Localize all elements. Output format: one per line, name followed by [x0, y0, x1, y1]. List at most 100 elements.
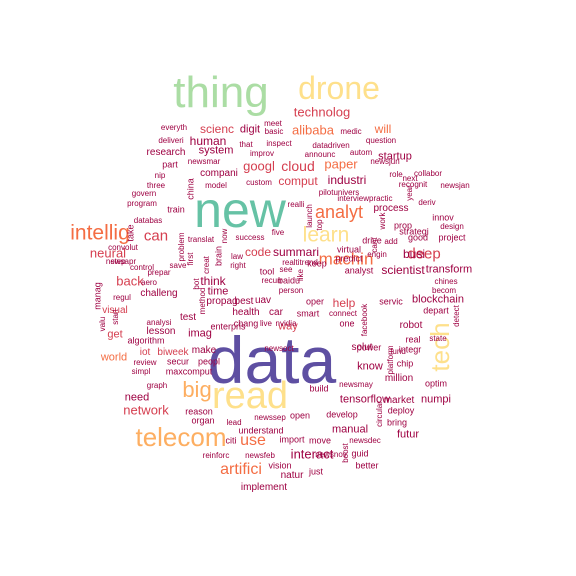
word-deep: deep	[407, 245, 441, 263]
word-just: just	[308, 466, 324, 477]
word-convolut: convolut	[108, 243, 138, 252]
word-interact: interact	[290, 446, 334, 462]
word-analyt: analyt	[314, 202, 364, 222]
word-know: know	[357, 360, 383, 373]
word-meet: meet	[264, 119, 282, 128]
word-process: process	[373, 203, 409, 214]
word-announc: announc	[304, 150, 336, 159]
word-googl: googl	[243, 158, 275, 174]
word-better: better	[355, 460, 379, 471]
word-brain: brain	[213, 245, 224, 267]
word-cloud: cloud	[281, 158, 315, 174]
word-power: power	[356, 342, 382, 353]
word-baidu: baidu	[277, 275, 301, 286]
word-autom: autom	[349, 148, 373, 157]
word-guid: guid	[351, 448, 369, 459]
word-tech: tech	[425, 322, 455, 372]
word-reinforc: reinforc	[202, 451, 230, 460]
word-develop: develop	[326, 409, 358, 420]
word-work: work	[378, 212, 387, 230]
word-natur: natur	[280, 470, 304, 481]
word-newsdec: newsdec	[349, 436, 381, 445]
word-step: step	[110, 257, 126, 266]
word-newsapr: newsapr	[105, 257, 137, 266]
word-train: train	[167, 204, 185, 215]
word-first: first	[186, 252, 195, 266]
word-design: design	[440, 222, 464, 231]
word-tensorflow: tensorflow	[339, 393, 391, 406]
word-million: million	[384, 373, 414, 384]
word-method: method	[198, 287, 207, 315]
word-intellig: intellig	[70, 221, 130, 245]
word-tool: tool	[259, 266, 275, 277]
word-like: like	[296, 268, 305, 282]
word-challeng: challeng	[140, 288, 178, 299]
word-test: test	[179, 312, 197, 323]
word-futur: futur	[396, 428, 420, 441]
word-platform: platform	[386, 345, 395, 375]
word-top: top	[315, 219, 324, 231]
word-technolog: technolog	[293, 104, 351, 120]
word-next: next	[402, 174, 418, 183]
word-numpi: numpi	[421, 393, 451, 406]
word-maxcomput: maxcomput	[165, 366, 213, 377]
word-algorithm: algorithm	[127, 335, 165, 346]
word-state: state	[429, 334, 447, 343]
word-deploy: deploy	[387, 405, 415, 416]
word-govern: govern	[131, 189, 157, 198]
word-iot: iot	[139, 347, 151, 358]
word-virtual: virtual	[336, 244, 362, 255]
word-datadriven: datadriven	[312, 141, 350, 150]
word-biweek: biweek	[157, 347, 189, 358]
word-industri: industri	[327, 173, 367, 187]
word-artifici: artifici	[220, 461, 262, 478]
word-newsoct: newsoct	[264, 344, 294, 353]
word-newsfeb: newsfeb	[245, 451, 275, 460]
word-problem: problem	[177, 232, 186, 262]
word-china: china	[185, 178, 196, 200]
word-uav: uav	[254, 295, 272, 306]
word-can: can	[143, 227, 169, 245]
word-start: start	[111, 309, 120, 325]
word-model: model	[205, 181, 227, 190]
word-simpl: simpl	[131, 367, 151, 376]
word-big: big	[182, 377, 212, 402]
word-lead: lead	[226, 418, 242, 427]
word-vision: vision	[268, 460, 292, 471]
word-part: part	[162, 159, 178, 170]
word-detect: detect	[452, 305, 461, 327]
word-person: person	[278, 286, 304, 295]
word-robot: robot	[399, 320, 423, 331]
word-make: make	[191, 345, 217, 356]
word-translat: translat	[187, 235, 215, 244]
word-year: year	[405, 185, 414, 201]
word-implement: implement	[240, 482, 288, 493]
word-startup: startup	[378, 150, 412, 163]
word-now: now	[220, 228, 229, 244]
word-pilotunivers: pilotunivers	[318, 188, 360, 197]
word-right: right	[230, 261, 246, 270]
word-that: that	[239, 140, 253, 149]
word-learn: learn	[302, 223, 350, 247]
word-move: move	[308, 435, 332, 446]
word-servic: servic	[379, 296, 403, 307]
word-human: human	[189, 134, 227, 148]
word-launch: launch	[305, 204, 314, 228]
word-five: five	[271, 228, 285, 237]
word-solut: solut	[351, 342, 373, 353]
word-chip: chip	[396, 358, 414, 369]
word-paper: paper	[324, 156, 358, 172]
word-newsjan: newsjan	[440, 181, 470, 190]
word-circular: circular	[375, 401, 384, 427]
word-chang: chang	[233, 318, 259, 329]
word-valu: valu	[98, 316, 107, 332]
word-nip: nip	[154, 171, 166, 180]
word-lesson: lesson	[146, 326, 176, 337]
word-regul: regul	[113, 293, 131, 302]
word-live: live	[259, 319, 273, 328]
word-question: question	[365, 136, 397, 145]
word-build: build	[309, 383, 329, 394]
word-databas: databas	[133, 216, 163, 225]
word-time: time	[207, 285, 229, 298]
word-graph: graph	[146, 381, 168, 390]
